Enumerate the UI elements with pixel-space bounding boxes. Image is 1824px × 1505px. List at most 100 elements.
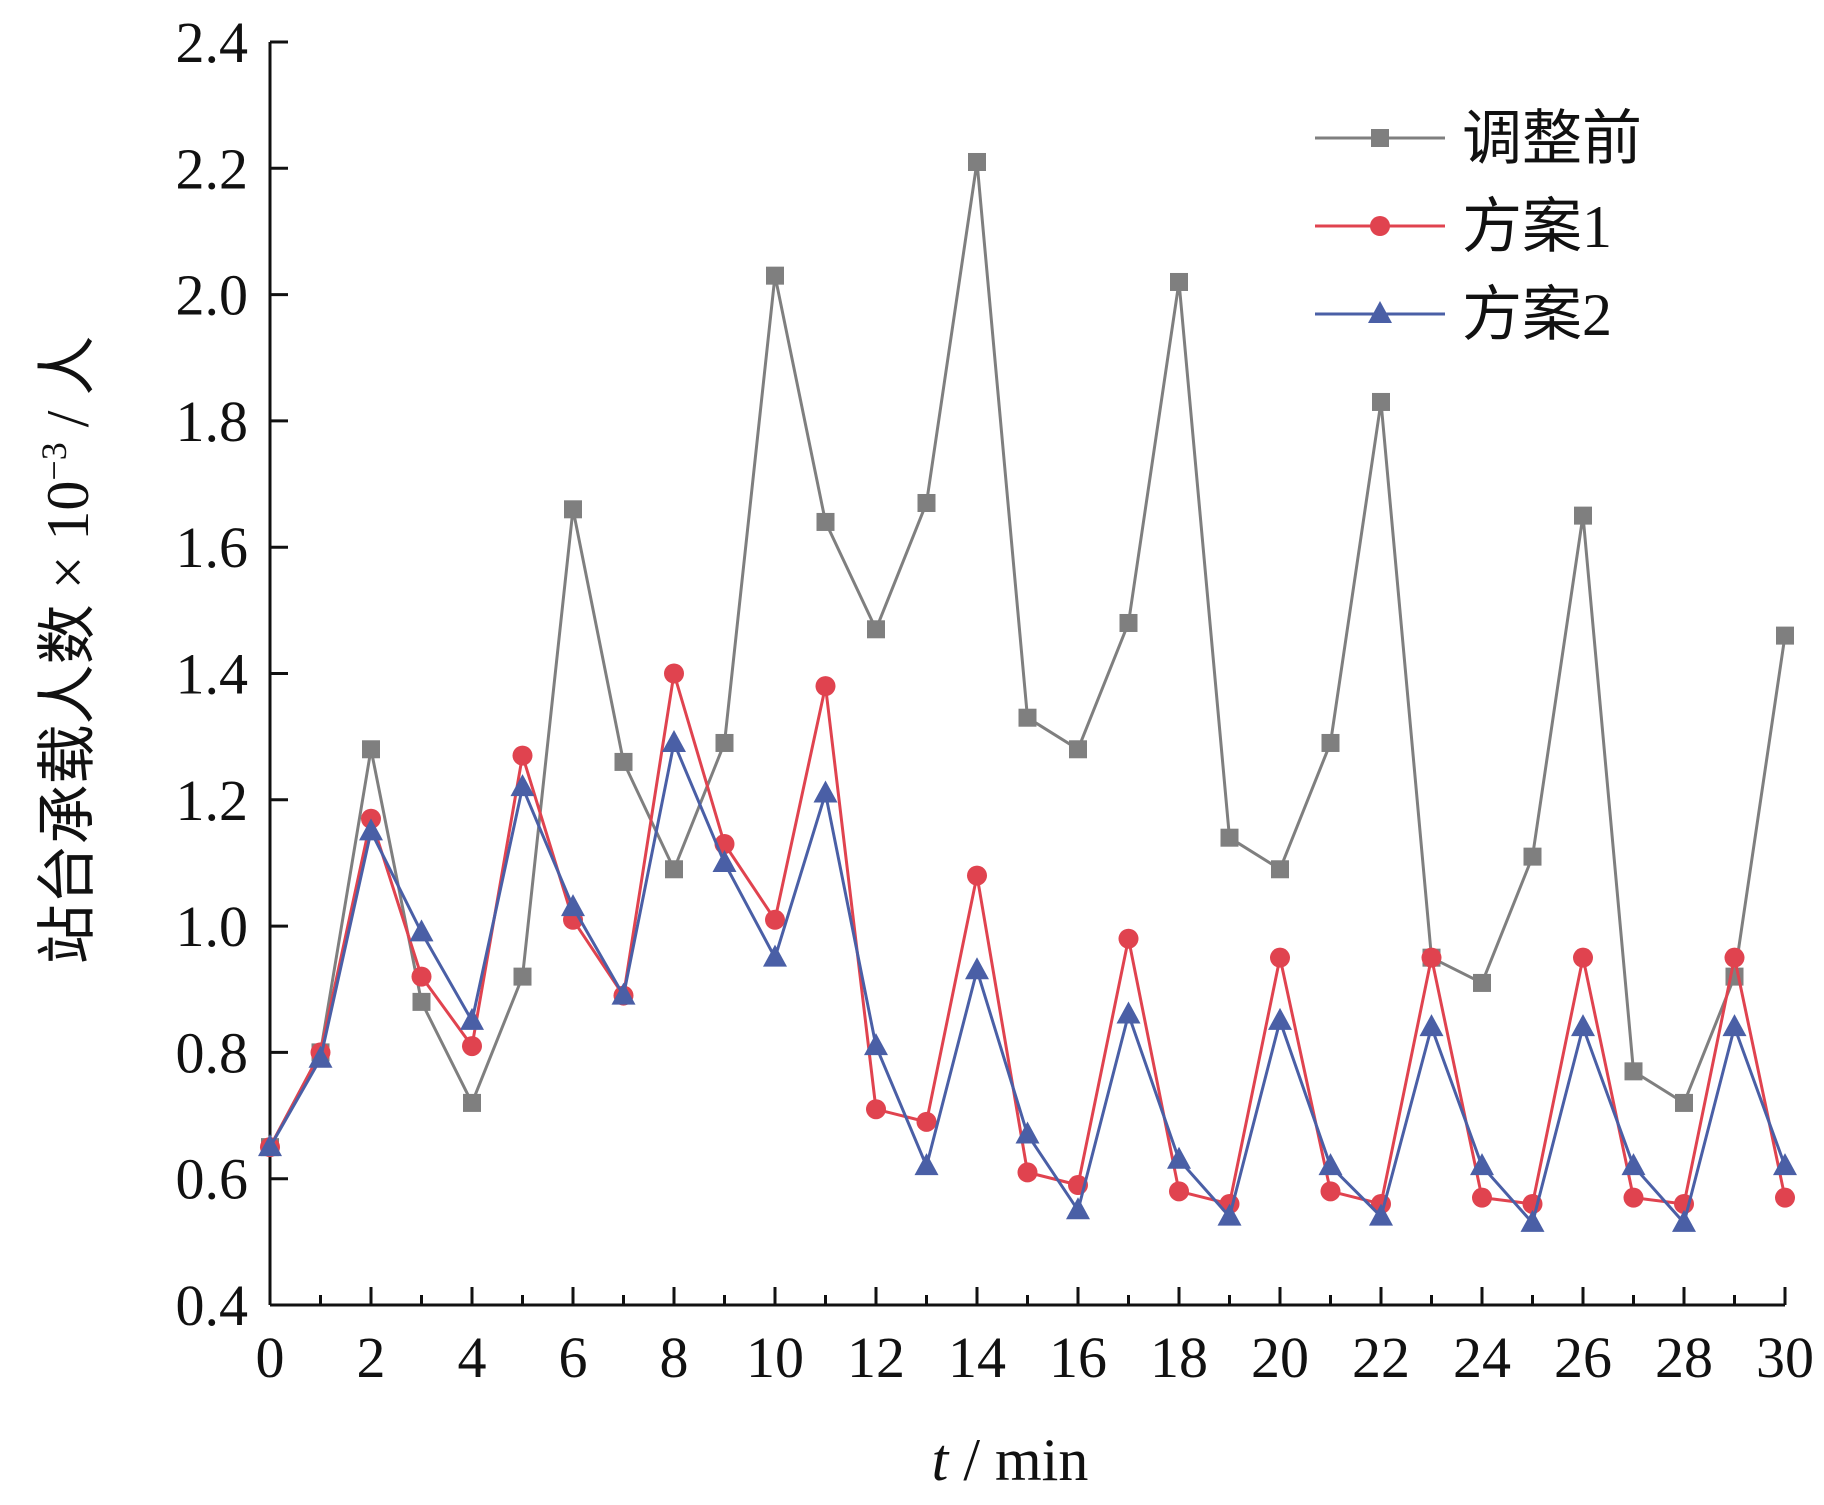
y-tick-label: 0.4 (176, 1273, 249, 1338)
x-tick-label: 4 (458, 1325, 487, 1390)
series-1-point (1574, 506, 1592, 525)
y-tick-label: 0.8 (176, 1020, 249, 1085)
series-1-point (362, 740, 380, 759)
legend-entry-2: 方案1 (1315, 194, 1612, 260)
series-3-point (510, 774, 535, 797)
series-3-point (308, 1045, 333, 1068)
x-tick-label: 30 (1756, 1325, 1814, 1390)
series-2-point (866, 1099, 886, 1120)
series-1-point (1372, 392, 1390, 411)
series-2-point (765, 909, 785, 930)
x-tick-label: 8 (660, 1325, 689, 1390)
series-3-point (1116, 1001, 1141, 1024)
series-1-point (513, 967, 532, 986)
series-1-point (1119, 613, 1138, 632)
legend-marker (1371, 129, 1389, 147)
series-2-point (1623, 1187, 1644, 1208)
series-3-point (1773, 1153, 1797, 1176)
series-3-point (1571, 1014, 1595, 1037)
series-2-point (1775, 1187, 1795, 1208)
series-3-point (1066, 1197, 1090, 1220)
x-tick-label: 14 (948, 1325, 1006, 1390)
x-tick-label: 24 (1453, 1325, 1511, 1390)
series-1-point (867, 620, 885, 639)
legend-marker (1370, 216, 1390, 236)
x-tick-label: 12 (847, 1325, 905, 1390)
series-1-point (412, 992, 431, 1011)
series-3-point (914, 1153, 939, 1176)
series-1-point (1170, 272, 1188, 291)
x-tick-label: 28 (1655, 1325, 1713, 1390)
series-3-point (712, 849, 737, 872)
y-tick-label: 2.4 (176, 10, 249, 75)
series-3-point (611, 982, 636, 1005)
series-2-point (1118, 928, 1139, 949)
series-3-point (1621, 1153, 1646, 1176)
x-tick-label: 0 (256, 1325, 285, 1390)
series-2-point (1724, 947, 1745, 968)
legend-entry-1: 调整前 (1315, 106, 1642, 172)
x-tick-label: 10 (746, 1325, 804, 1390)
legend-entry-3: 方案2 (1315, 282, 1612, 348)
series-3-point (1520, 1209, 1545, 1232)
series-3-point (460, 1007, 484, 1030)
series-1-point (1675, 1093, 1693, 1112)
series-1-point (614, 752, 633, 771)
series-1-point (1321, 733, 1340, 752)
y-axis-title-exponent: −3 (34, 442, 74, 480)
series-3-point (1672, 1209, 1696, 1232)
series-3-point (1268, 1007, 1292, 1030)
series-3-point (1015, 1121, 1040, 1144)
series-1 (261, 152, 1794, 1157)
series-3-point (662, 729, 686, 752)
series-1-point (1523, 847, 1542, 866)
x-tick-label: 6 (559, 1325, 588, 1390)
series-1-point (1776, 626, 1794, 645)
series-2-point (815, 676, 836, 697)
y-axis-title-unit: / 人 (35, 336, 101, 443)
series-1-point (665, 860, 683, 879)
series-3-point (1167, 1146, 1191, 1169)
x-tick-label: 20 (1251, 1325, 1309, 1390)
y-tick-label: 1.4 (176, 642, 249, 707)
series-1-point (1271, 860, 1289, 879)
x-tick-label: 26 (1554, 1325, 1612, 1390)
series-3 (258, 729, 1797, 1232)
series-1-point (1220, 828, 1239, 847)
series-1-point (1624, 1062, 1643, 1081)
axes: 0.40.60.81.01.21.41.61.82.02.22.40 2 4 6 8 10… (176, 10, 1815, 1390)
series-2-point (916, 1111, 937, 1132)
series-2-point (411, 966, 432, 987)
series-2-point (1320, 1181, 1341, 1202)
series-3-point (1722, 1014, 1747, 1037)
series-2-point (1472, 1187, 1492, 1208)
series-3-point (1217, 1203, 1242, 1226)
series-1-point (1069, 740, 1087, 759)
y-tick-label: 1.2 (176, 768, 249, 833)
series-3-point (1369, 1203, 1393, 1226)
series-1-point (564, 500, 582, 519)
y-tick-label: 1.0 (176, 894, 249, 959)
series-3-point (813, 780, 838, 803)
series-1-point (1018, 708, 1037, 727)
series-3-point (359, 818, 383, 841)
x-axis-title: t / min (932, 1427, 1089, 1493)
x-tick-label: 18 (1150, 1325, 1208, 1390)
series-3-point (258, 1134, 282, 1157)
series-3-point (409, 919, 434, 942)
series-1-point (463, 1093, 481, 1112)
legend-label: 方案2 (1462, 282, 1612, 348)
series-2-point (1270, 947, 1290, 968)
series-1-point (816, 512, 835, 531)
y-tick-label: 1.8 (176, 389, 249, 454)
series-3-point (1318, 1153, 1343, 1176)
series-2-point (462, 1036, 482, 1057)
x-axis-title-variable: t (932, 1427, 950, 1493)
series-3-point (1419, 1014, 1444, 1037)
series-2-point (967, 865, 987, 886)
series-3-point (965, 957, 989, 980)
y-tick-label: 0.6 (176, 1147, 249, 1212)
series-2-point (1169, 1181, 1189, 1202)
